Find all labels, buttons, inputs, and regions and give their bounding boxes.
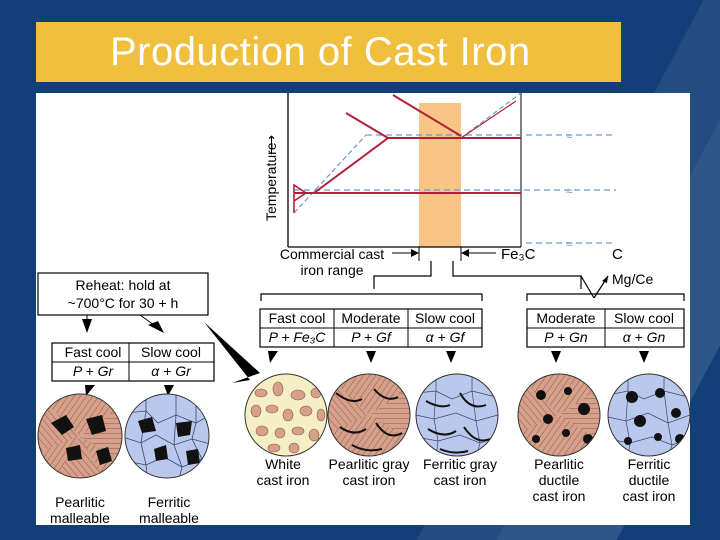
mgce-arrowhead — [602, 276, 608, 283]
reheat-line2: ~700°C for 30 + h — [68, 295, 179, 311]
slide-title: Production of Cast Iron — [110, 30, 531, 74]
gray-phase-slow: α + Gf — [426, 329, 467, 345]
caption-ferritic-malleable-2: malleable — [139, 510, 199, 525]
liquidus-line — [345, 112, 389, 139]
reheat-line1: Reheat: hold at — [76, 277, 171, 293]
gray-phase-fast: P + Fe₃C — [269, 329, 327, 345]
y-axis-label: Temperature — [263, 142, 279, 221]
ductile-header-slow: Slow cool — [614, 310, 674, 326]
caption-pearlitic-malleable-1: Pearlitic — [55, 494, 105, 510]
caption-pearlitic-ductile-3: cast iron — [533, 488, 586, 504]
gray-header-fast: Fast cool — [269, 310, 326, 326]
alpha-region — [293, 183, 308, 213]
white-cast-iron-micrograph — [245, 374, 327, 456]
commercial-range-band — [419, 103, 461, 247]
caption-ferritic-gray-2: cast iron — [434, 472, 487, 488]
break-mark-3: ≈ — [566, 237, 573, 251]
range-label-line1: Commercial cast — [280, 246, 384, 262]
range-bracket — [373, 261, 432, 289]
cast-iron-diagram: Temperature ⟶ ≈ ≈ ≈ Commercial cast iron… — [37, 93, 690, 525]
hypereutectic-liquidus — [392, 94, 462, 137]
ductile-phase-moderate: P + Gn — [544, 329, 588, 345]
caption-ferritic-ductile-1: Ferritic — [628, 456, 671, 472]
reheat-arrow-left — [82, 319, 92, 333]
caption-pearlitic-malleable-2: malleable — [50, 510, 110, 525]
ferritic-gray-micrograph — [416, 374, 498, 456]
ductile-bracket — [526, 293, 685, 301]
range-arrowhead-left — [411, 249, 419, 257]
pearlitic-ductile-micrograph — [518, 374, 600, 456]
table-to-micro-arrows — [85, 351, 649, 396]
caption-white-1: White — [265, 456, 301, 472]
gray-phase-moderate: P + Gf — [351, 329, 393, 345]
malleable-phase-fast: P + Gr — [73, 363, 115, 379]
reheat-box: Reheat: hold at ~700°C for 30 + h — [37, 272, 209, 316]
ferritic-malleable-micrograph — [125, 394, 209, 478]
caption-ferritic-ductile-2: ductile — [629, 472, 670, 488]
caption-ferritic-ductile-3: cast iron — [623, 488, 676, 504]
malleable-phase-slow: α + Gr — [151, 363, 192, 379]
dashed-solvus — [293, 134, 367, 214]
pearlitic-gray-micrograph — [328, 374, 410, 456]
austenite-solvus — [313, 137, 389, 194]
ferritic-ductile-micrograph — [608, 374, 690, 456]
fe3c-label: Fe₃C — [501, 246, 536, 263]
reheat-arrow-right-stem — [139, 314, 155, 326]
break-mark-1: ≈ — [566, 129, 573, 143]
malleable-header-slow: Slow cool — [141, 344, 201, 360]
captions: Pearlitic malleable Ferritic malleable W… — [50, 456, 675, 525]
gray-bracket — [260, 293, 483, 301]
white-to-malleable-arrow — [204, 322, 260, 383]
caption-white-2: cast iron — [257, 472, 310, 488]
gray-header-moderate: Moderate — [341, 310, 400, 326]
ductile-header-moderate: Moderate — [536, 310, 595, 326]
graphite-liquidus — [460, 100, 517, 139]
caption-pearlitic-ductile-2: ductile — [539, 472, 580, 488]
y-axis-arrow: ⟶ — [263, 135, 279, 155]
caption-pearlitic-gray-1: Pearlitic gray — [329, 456, 410, 472]
caption-ferritic-gray-1: Ferritic gray — [423, 456, 497, 472]
caption-ferritic-malleable-1: Ferritic — [148, 494, 191, 510]
ductile-phase-slow: α + Gn — [623, 329, 666, 345]
range-arrowhead-right — [461, 249, 469, 257]
ductile-table: Moderate Slow cool P + Gn α + Gn — [526, 308, 685, 348]
gray-header-slow: Slow cool — [415, 310, 475, 326]
range-label-line2: iron range — [300, 262, 363, 278]
caption-pearlitic-ductile-1: Pearlitic — [534, 456, 584, 472]
caption-pearlitic-gray-2: cast iron — [343, 472, 396, 488]
malleable-table: Fast cool Slow cool P + Gr α + Gr — [51, 342, 215, 382]
malleable-header-fast: Fast cool — [65, 344, 122, 360]
diagram-panel: Temperature ⟶ ≈ ≈ ≈ Commercial cast iron… — [36, 93, 690, 525]
break-mark-2: ≈ — [566, 184, 573, 198]
dashed-liquidus — [460, 93, 522, 139]
phase-diagram: Temperature ⟶ ≈ ≈ ≈ Commercial cast iron… — [263, 93, 653, 287]
carbon-label: C — [612, 246, 623, 263]
mgce-label: Mg/Ce — [612, 271, 653, 287]
title-bar: Production of Cast Iron — [36, 22, 621, 82]
gray-white-table: Fast cool Moderate Slow cool P + Fe₃C P … — [259, 308, 483, 348]
